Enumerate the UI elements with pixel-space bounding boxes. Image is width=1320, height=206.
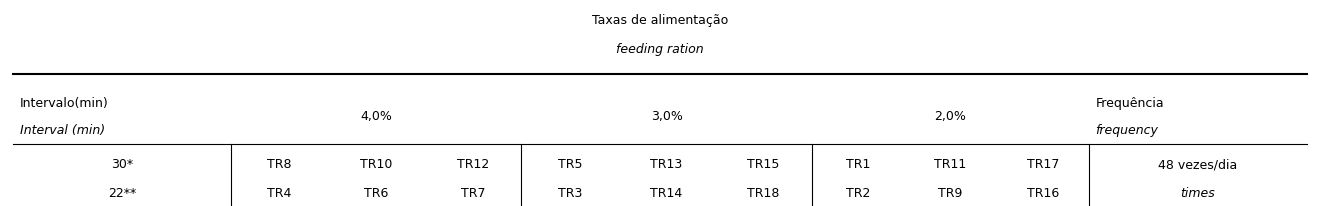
Text: TR8: TR8	[267, 157, 292, 170]
Text: TR17: TR17	[1027, 157, 1059, 170]
Text: TR3: TR3	[557, 186, 582, 199]
Text: TR16: TR16	[1027, 186, 1059, 199]
Text: frequency: frequency	[1096, 123, 1159, 136]
Text: feeding ration: feeding ration	[616, 43, 704, 56]
Text: Taxas de alimentação: Taxas de alimentação	[591, 14, 729, 27]
Text: 22**: 22**	[108, 186, 136, 199]
Text: TR4: TR4	[267, 186, 292, 199]
Text: TR10: TR10	[360, 157, 392, 170]
Text: TR14: TR14	[651, 186, 682, 199]
Text: TR12: TR12	[457, 157, 490, 170]
Text: TR2: TR2	[846, 186, 870, 199]
Text: Frequência: Frequência	[1096, 97, 1164, 109]
Text: TR9: TR9	[939, 186, 962, 199]
Text: 4,0%: 4,0%	[360, 110, 392, 123]
Text: 3,0%: 3,0%	[651, 110, 682, 123]
Text: TR13: TR13	[651, 157, 682, 170]
Text: TR5: TR5	[557, 157, 582, 170]
Text: 48 vezes/dia: 48 vezes/dia	[1158, 157, 1238, 170]
Text: TR1: TR1	[846, 157, 870, 170]
Text: TR11: TR11	[935, 157, 966, 170]
Text: TR15: TR15	[747, 157, 780, 170]
Text: 30*: 30*	[111, 157, 133, 170]
Text: 2,0%: 2,0%	[935, 110, 966, 123]
Text: times: times	[1180, 186, 1216, 199]
Text: Interval (min): Interval (min)	[20, 123, 104, 136]
Text: TR6: TR6	[364, 186, 388, 199]
Text: TR18: TR18	[747, 186, 780, 199]
Text: TR7: TR7	[461, 186, 486, 199]
Text: Intervalo(min): Intervalo(min)	[20, 97, 108, 109]
